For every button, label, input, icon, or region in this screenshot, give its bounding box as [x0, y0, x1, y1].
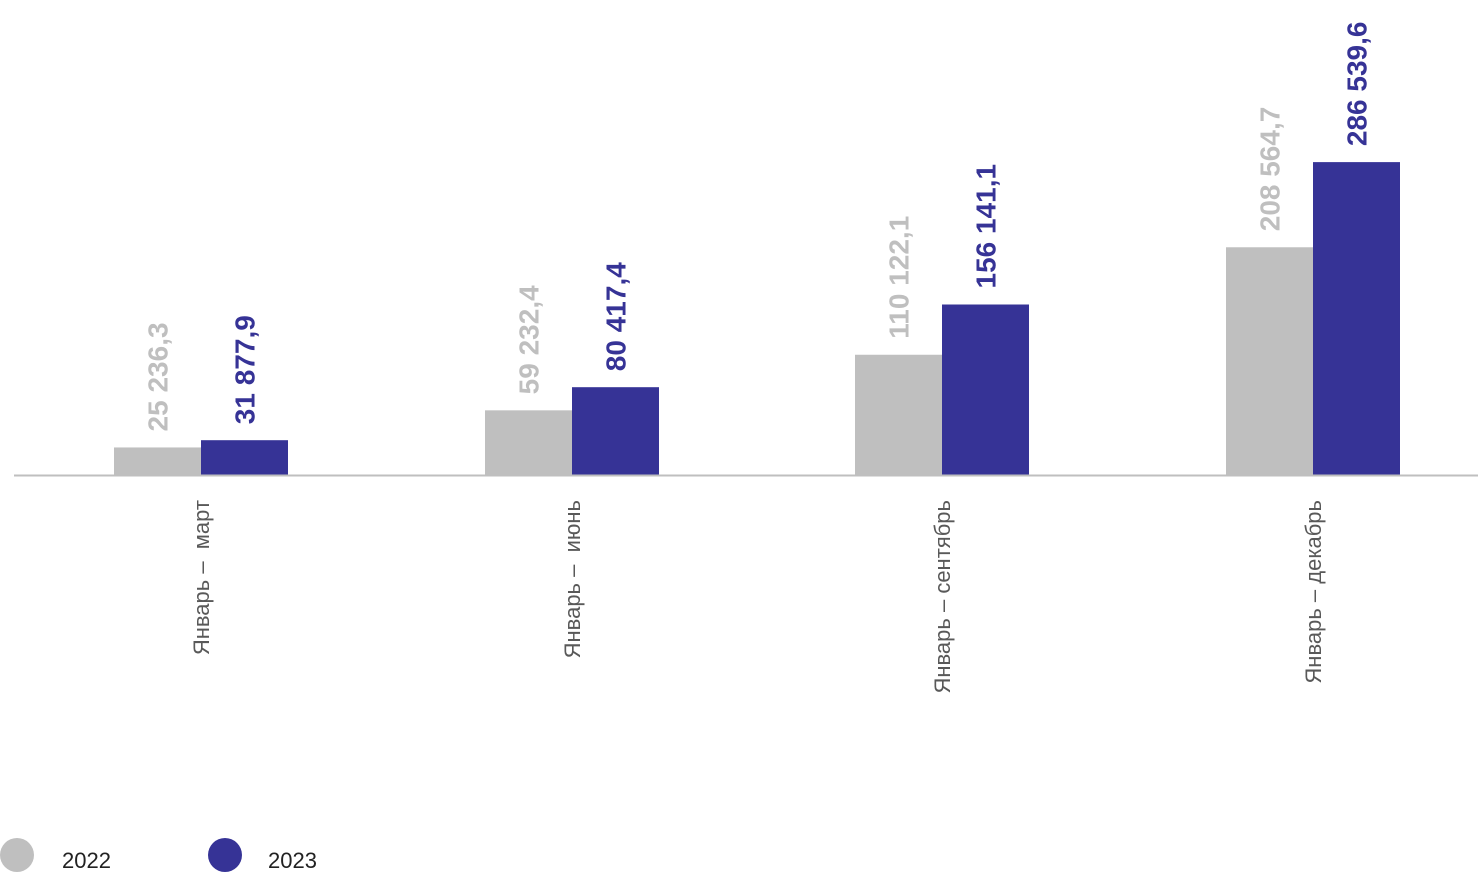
- category-label-4: Январь – декабрь: [1301, 500, 1326, 684]
- bar-2023-2: [572, 387, 659, 475]
- bar-2023-1: [201, 440, 288, 475]
- legend-label-2022: 2022: [62, 848, 111, 873]
- data-label-2022-3: 110 122,1: [884, 216, 915, 339]
- legend-swatch-2023: [208, 838, 242, 872]
- data-label-2023-2: 80 417,4: [601, 262, 632, 371]
- category-label-2: Январь – июнь: [560, 500, 585, 658]
- legend-label-2023: 2023: [268, 848, 317, 873]
- bar-2022-1: [114, 447, 201, 475]
- bar-2022-4: [1226, 247, 1313, 475]
- category-label-3: Январь – сентябрь: [930, 500, 955, 694]
- data-label-2022-1: 25 236,3: [143, 322, 174, 431]
- legend: 2022 2023: [0, 836, 600, 873]
- bar-2022-2: [485, 410, 572, 475]
- data-label-2023-1: 31 877,9: [230, 315, 261, 424]
- bar-2023-3: [942, 304, 1029, 475]
- bar-2023-4: [1313, 162, 1400, 475]
- bar-2022-3: [855, 354, 942, 475]
- bar-chart: 25 236,3 31 877,9 Январь – март 59 232,4 80 …: [14, 22, 1478, 694]
- data-label-2022-2: 59 232,4: [514, 285, 545, 394]
- data-label-2023-3: 156 141,1: [971, 164, 1002, 289]
- data-label-2023-4: 286 539,6: [1342, 22, 1373, 147]
- legend-swatch-2022: [0, 838, 34, 872]
- data-label-2022-4: 208 564,7: [1255, 107, 1286, 232]
- category-label-1: Январь – март: [189, 500, 214, 655]
